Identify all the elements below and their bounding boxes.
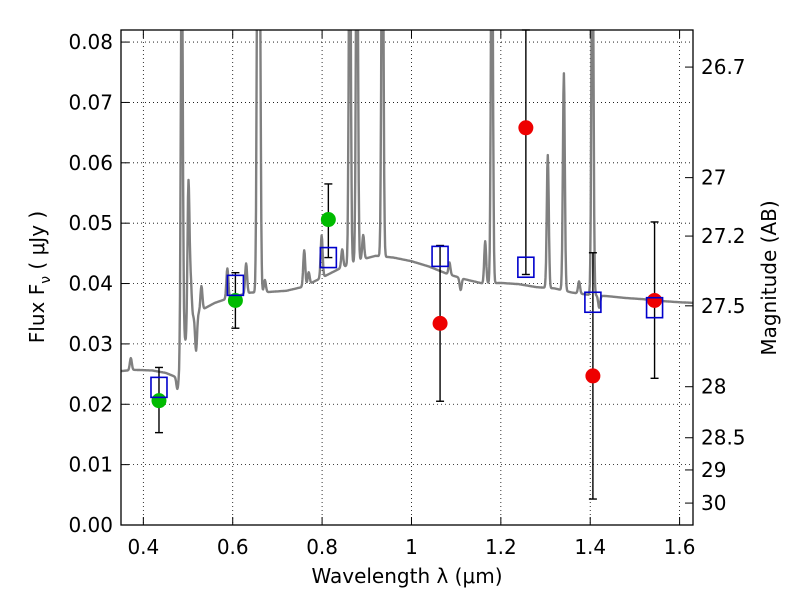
y-tick-label: 0.07 — [68, 90, 113, 114]
y-axis-label: Flux Fν ( μJy ) — [25, 211, 54, 343]
y-tick-label: 0.05 — [68, 211, 113, 235]
magnitude-tick-label: 28 — [701, 375, 726, 399]
y-axis-label-unit: ( μJy ) — [25, 211, 49, 276]
magnitude-tick-label: 27.2 — [701, 224, 746, 248]
y-tick-labels: 0.00 0.01 0.02 0.03 0.04 0.05 0.06 0.07 0.08 — [68, 30, 113, 537]
magnitude-tick-labels: 26.7 27 27.2 27.5 28 28.5 29 30 — [701, 55, 746, 515]
data-points — [150, 120, 664, 409]
data-point-circle — [647, 292, 663, 308]
data-point-circle — [518, 120, 534, 136]
magnitude-axis-label: Magnitude (AB) — [757, 200, 781, 355]
data-point-circle — [151, 393, 167, 409]
y-tick-label: 0.08 — [68, 30, 113, 54]
y-axis-label-main: Flux F — [25, 284, 49, 343]
x-axis-label: Wavelength λ (μm) — [311, 564, 502, 588]
x-tick-label: 1.4 — [574, 535, 606, 559]
data-point-circle — [585, 368, 601, 384]
data-point-circle — [320, 212, 336, 228]
template-spectrum-line — [121, 30, 693, 391]
magnitude-tick-label: 30 — [701, 491, 726, 515]
data-point-circle — [432, 315, 448, 331]
y-tick-label: 0.03 — [68, 332, 113, 356]
template-spectrum — [121, 30, 693, 391]
data-point-square — [226, 274, 245, 297]
magnitude-tick-label: 27 — [701, 166, 726, 190]
y-tick-label: 0.06 — [68, 151, 113, 175]
x-tick-label: 0.6 — [217, 535, 249, 559]
data-point-circle — [227, 292, 243, 308]
x-tick-label: 1 — [405, 535, 418, 559]
magnitude-tick-label: 29 — [701, 458, 726, 482]
data-point-square — [431, 245, 449, 268]
y-tick-label: 0.01 — [68, 453, 113, 477]
x-tick-label: 1.6 — [664, 535, 696, 559]
data-point-square — [150, 376, 168, 399]
axis-ticks — [121, 30, 693, 526]
y-axis-label-subscript: ν — [38, 276, 54, 284]
data-point-square — [319, 246, 338, 269]
plot-frame — [120, 29, 694, 526]
data-point-square — [584, 291, 602, 314]
magnitude-tick-label: 26.7 — [701, 55, 746, 79]
magnitude-tick-label: 27.5 — [701, 294, 746, 318]
y-tick-label: 0.04 — [68, 272, 113, 296]
x-tick-label: 0.4 — [127, 535, 159, 559]
data-point-square — [517, 256, 535, 279]
x-tick-labels: 0.4 0.6 0.8 1 1.2 1.4 1.6 — [127, 535, 695, 559]
x-tick-label: 0.8 — [306, 535, 338, 559]
data-point-square — [645, 296, 664, 319]
plot-background — [121, 30, 693, 525]
x-tick-label: 1.2 — [485, 535, 517, 559]
y-tick-label: 0.02 — [68, 392, 113, 416]
magnitude-tick-label: 28.5 — [701, 426, 746, 450]
y-tick-label: 0.00 — [68, 513, 113, 537]
